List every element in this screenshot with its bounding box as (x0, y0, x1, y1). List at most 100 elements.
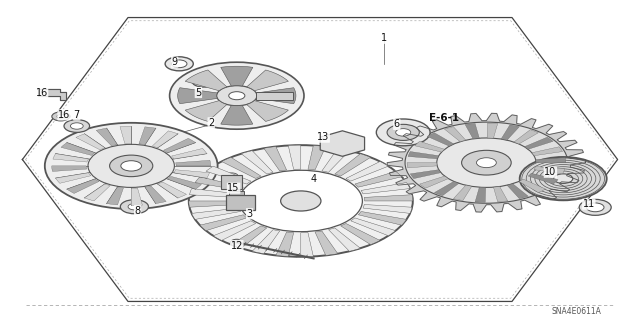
Circle shape (586, 203, 604, 212)
Circle shape (225, 173, 238, 179)
Text: 4: 4 (310, 174, 317, 184)
Polygon shape (241, 151, 273, 174)
Polygon shape (191, 208, 241, 219)
Circle shape (198, 78, 209, 84)
Polygon shape (175, 160, 211, 166)
Polygon shape (493, 187, 508, 202)
Polygon shape (67, 179, 99, 193)
Polygon shape (524, 137, 553, 149)
Text: E-6-1: E-6-1 (429, 113, 459, 123)
Polygon shape (152, 131, 178, 148)
Circle shape (88, 144, 174, 188)
Polygon shape (131, 188, 142, 205)
Circle shape (476, 158, 497, 168)
Text: 15: 15 (227, 183, 240, 193)
Text: 13: 13 (317, 132, 330, 142)
Polygon shape (288, 145, 301, 169)
Polygon shape (221, 66, 253, 86)
Text: 11: 11 (582, 199, 595, 209)
Polygon shape (56, 173, 91, 183)
Circle shape (172, 60, 187, 68)
Polygon shape (361, 182, 410, 194)
Polygon shape (355, 171, 402, 187)
Circle shape (57, 115, 65, 118)
Polygon shape (427, 133, 454, 146)
Text: 12: 12 (230, 241, 243, 251)
Text: 8: 8 (134, 205, 141, 216)
Text: SNA4E0611A: SNA4E0611A (552, 307, 602, 315)
Text: 10: 10 (544, 167, 557, 177)
Polygon shape (174, 170, 209, 178)
Polygon shape (53, 154, 88, 162)
Polygon shape (120, 126, 131, 144)
Text: 5: 5 (195, 87, 202, 98)
Polygon shape (231, 226, 267, 248)
Polygon shape (189, 201, 237, 207)
Circle shape (45, 123, 218, 209)
Polygon shape (501, 125, 520, 140)
Circle shape (554, 174, 573, 183)
Text: 1: 1 (381, 33, 387, 43)
Circle shape (228, 92, 245, 100)
Circle shape (396, 129, 411, 136)
Polygon shape (358, 211, 406, 225)
Circle shape (189, 145, 413, 257)
Polygon shape (507, 184, 529, 199)
Polygon shape (107, 187, 124, 205)
FancyBboxPatch shape (221, 175, 242, 189)
Polygon shape (185, 70, 227, 91)
Circle shape (436, 138, 536, 188)
Circle shape (520, 157, 607, 200)
Polygon shape (246, 70, 289, 91)
FancyBboxPatch shape (229, 191, 244, 202)
Polygon shape (408, 152, 439, 159)
Polygon shape (276, 232, 294, 256)
Polygon shape (252, 230, 280, 254)
Polygon shape (61, 143, 95, 155)
Polygon shape (363, 204, 412, 213)
Circle shape (376, 119, 430, 146)
Polygon shape (415, 141, 445, 152)
Polygon shape (534, 167, 564, 174)
Circle shape (165, 57, 193, 71)
Polygon shape (246, 100, 289, 122)
Polygon shape (264, 146, 287, 171)
Circle shape (230, 196, 245, 204)
Circle shape (579, 199, 611, 215)
FancyBboxPatch shape (255, 92, 292, 100)
Circle shape (109, 155, 153, 177)
Polygon shape (475, 187, 486, 202)
Circle shape (331, 138, 354, 149)
Circle shape (216, 86, 257, 106)
Circle shape (120, 200, 148, 214)
Polygon shape (519, 179, 546, 193)
Circle shape (52, 112, 70, 121)
Polygon shape (453, 185, 472, 200)
Polygon shape (163, 138, 195, 153)
Polygon shape (340, 224, 380, 245)
Polygon shape (364, 195, 413, 201)
Polygon shape (487, 123, 498, 138)
Polygon shape (76, 134, 105, 150)
FancyBboxPatch shape (226, 195, 255, 210)
Polygon shape (52, 166, 87, 171)
Polygon shape (320, 131, 365, 156)
Polygon shape (189, 189, 239, 197)
Polygon shape (346, 161, 388, 181)
Polygon shape (157, 182, 186, 198)
Circle shape (230, 239, 243, 246)
Polygon shape (532, 147, 563, 156)
Circle shape (239, 170, 362, 232)
Polygon shape (322, 148, 349, 172)
Polygon shape (528, 173, 558, 184)
Circle shape (387, 124, 419, 140)
Polygon shape (96, 128, 117, 146)
Polygon shape (308, 145, 326, 170)
Circle shape (64, 120, 90, 132)
Polygon shape (185, 100, 227, 122)
Circle shape (170, 62, 304, 129)
Polygon shape (172, 148, 207, 159)
Polygon shape (178, 88, 218, 104)
Polygon shape (200, 215, 247, 231)
Text: 16: 16 (58, 110, 70, 120)
